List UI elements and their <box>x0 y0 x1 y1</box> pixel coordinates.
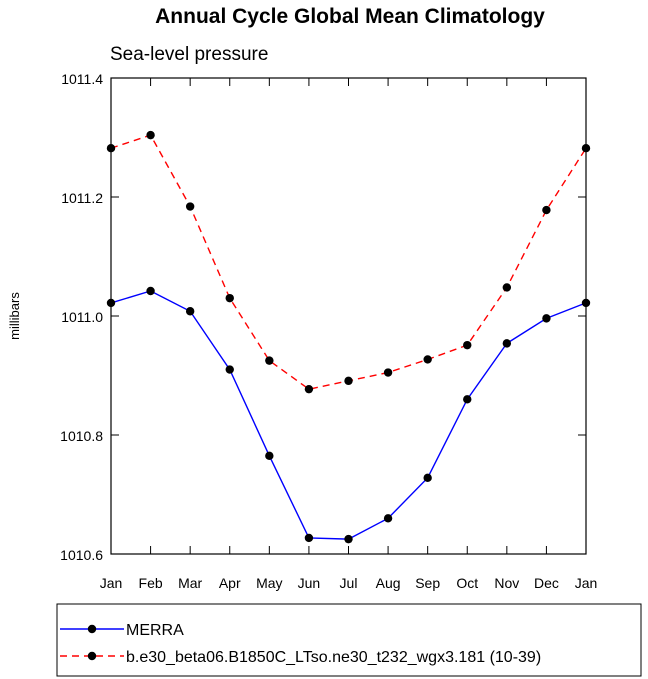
series-1-point <box>304 384 314 394</box>
x-tick-label: Mar <box>178 575 202 591</box>
series-group <box>106 130 591 544</box>
series-1-point <box>185 202 195 211</box>
y-tick-label: 1011.4 <box>61 71 103 87</box>
y-tick-label: 1011.0 <box>61 309 103 325</box>
legend-label-1: b.e30_beta06.B1850C_LTso.ne30_t232_wgx3.… <box>126 649 541 666</box>
x-tick-label: Nov <box>494 575 519 591</box>
y-tick-label: 1011.2 <box>61 190 103 206</box>
series-1-point <box>106 144 116 153</box>
legend-marker-0 <box>87 624 97 634</box>
series-1-point <box>542 205 551 215</box>
x-tick-label: Jan <box>100 575 123 591</box>
series-0-point <box>423 473 432 483</box>
series-0-point <box>502 339 512 348</box>
chart-title: Annual Cycle Global Mean Climatology <box>155 5 545 28</box>
x-tick-label: May <box>256 575 282 591</box>
series-0-point <box>383 514 393 523</box>
series-0-point <box>542 314 551 323</box>
series-0-point <box>185 307 195 316</box>
chart-subtitle: Sea-level pressure <box>110 44 268 65</box>
series-0-point <box>106 298 116 308</box>
series-0-point <box>581 298 591 308</box>
y-axis-label: millibars <box>7 292 22 340</box>
x-tick-label: Oct <box>456 575 478 591</box>
x-tick-label: Jan <box>575 575 598 591</box>
legend-label-0: MERRA <box>126 622 184 639</box>
series-0-point <box>265 451 274 461</box>
legend-marker-1 <box>87 651 97 661</box>
legend: MERRA b.e30_beta06.B1850C_LTso.ne30_t232_… <box>60 622 541 666</box>
axis-ticks: 1010.6 1010.8 1011.0 1011.2 1011.4 Jan Feb Mar A… <box>60 71 597 591</box>
x-tick-label: Jul <box>340 575 358 591</box>
x-tick-label: Jun <box>298 575 321 591</box>
series-0-point <box>146 286 155 296</box>
series-0-point <box>344 534 353 544</box>
series-1-point <box>581 144 591 153</box>
x-tick-label: Apr <box>219 575 241 591</box>
series-0-point <box>304 533 314 543</box>
series-line-0 <box>110 290 587 540</box>
y-tick-label: 1010.6 <box>60 547 103 563</box>
x-tick-label: Dec <box>534 575 559 591</box>
series-1-point <box>146 130 155 140</box>
x-tick-label: Sep <box>415 575 440 591</box>
x-tick-label: Aug <box>376 575 401 591</box>
y-tick-label: 1010.8 <box>60 428 103 444</box>
series-0-point <box>463 395 472 404</box>
series-1-point <box>463 340 472 350</box>
series-1-point <box>502 283 512 292</box>
series-1-point <box>344 376 353 386</box>
plot-area-frame <box>110 77 587 555</box>
x-tick-label: Feb <box>139 575 163 591</box>
series-1-point <box>225 293 234 303</box>
series-1-point <box>423 355 432 364</box>
series-0-point <box>225 365 234 374</box>
series-1-point <box>265 356 274 365</box>
series-1-point <box>383 368 393 377</box>
series-line-1 <box>110 134 587 390</box>
legend-box <box>56 603 642 677</box>
